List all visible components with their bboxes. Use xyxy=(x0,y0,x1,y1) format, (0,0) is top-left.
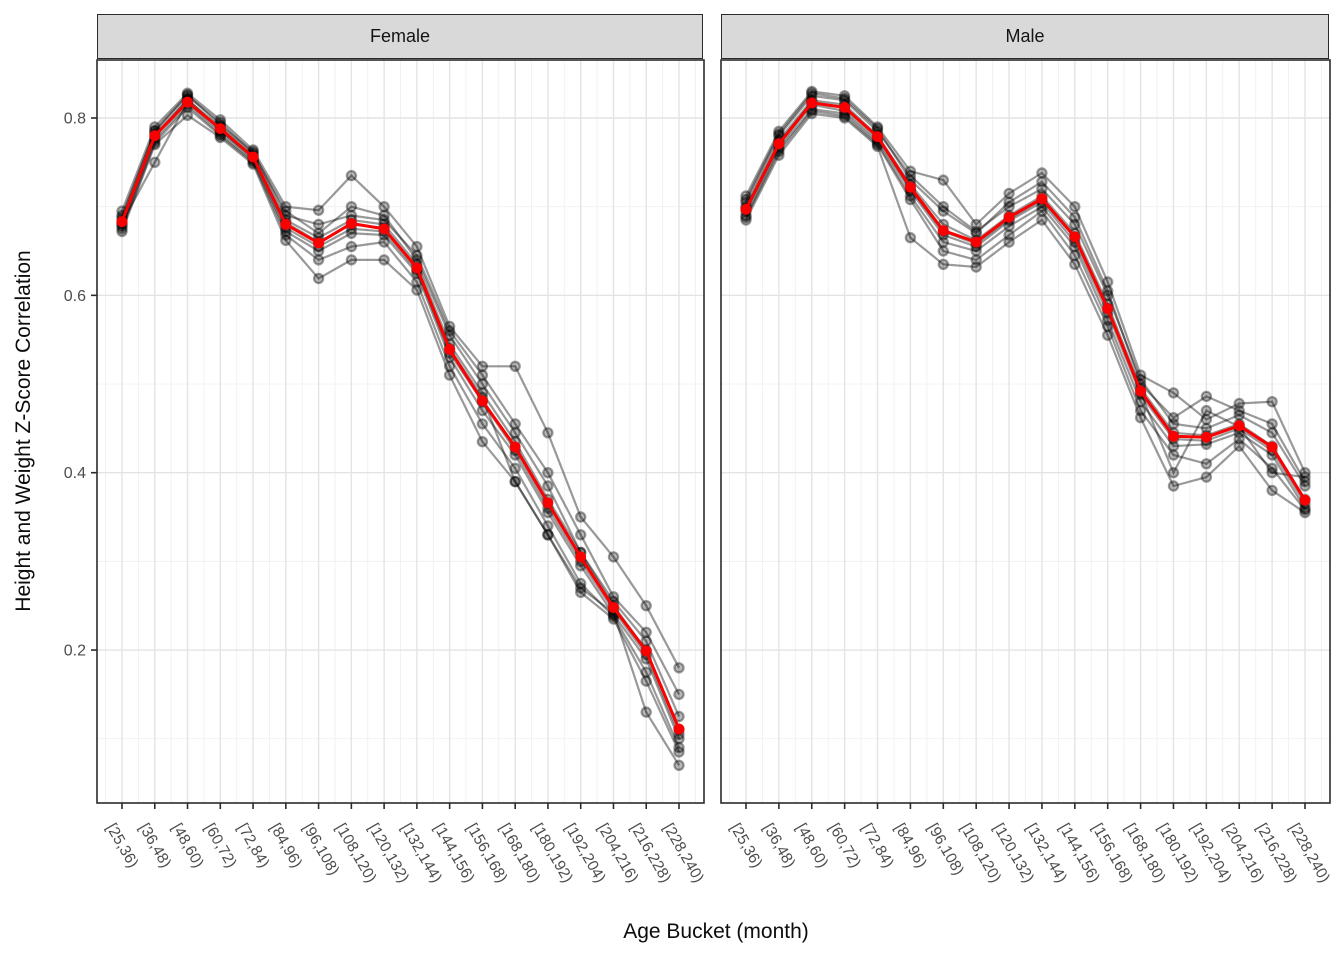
facet-strip-male: Male xyxy=(721,14,1329,59)
gridlines xyxy=(97,60,704,803)
y-axis: 0.2 0.4 0.6 0.8 xyxy=(64,110,97,660)
x-axis-title: Age Bucket (month) xyxy=(623,920,809,943)
y-axis-title: Height and Weight Z-Score Correlation xyxy=(12,250,35,612)
individual-series-points xyxy=(740,107,1311,519)
x-axis-ticks xyxy=(745,803,1306,809)
mean-series-line xyxy=(120,99,681,730)
mean-series-points xyxy=(116,96,685,735)
mean-series-line xyxy=(744,101,1307,501)
gridlines xyxy=(721,60,1330,803)
y-tick-label: 0.6 xyxy=(64,288,86,305)
individual-series-line xyxy=(745,92,1306,483)
x-axis-ticks xyxy=(121,803,680,809)
facet-panel-male: [25,36)[36,48)[48,60)[60,72)[72,84)[84,9… xyxy=(720,59,1333,886)
individual-series-line xyxy=(120,91,680,669)
individual-series-points xyxy=(740,90,1311,492)
y-tick-label: 0.8 xyxy=(64,110,86,127)
individual-series-line xyxy=(745,103,1306,505)
individual-series-line xyxy=(745,94,1306,487)
x-axis-labels: [25,36)[36,48)[48,60)[60,72)[72,84)[84,9… xyxy=(103,821,707,886)
mean-series-points xyxy=(740,97,1311,506)
facet-strip-female-label: Female xyxy=(369,26,431,46)
y-tick-label: 0.4 xyxy=(64,465,86,482)
series-layer xyxy=(116,87,685,772)
facet-strip-male-label: Male xyxy=(1005,26,1045,46)
individual-series-points xyxy=(740,85,1311,479)
individual-series-line xyxy=(120,103,681,740)
y-tick-label: 0.2 xyxy=(64,643,86,660)
individual-series-line xyxy=(745,99,1306,500)
x-axis-labels: [25,36)[36,48)[48,60)[60,72)[72,84)[84,9… xyxy=(727,821,1333,886)
individual-series-line xyxy=(745,112,1306,514)
individual-series-line xyxy=(120,113,680,753)
facet-strip-female: Female xyxy=(97,14,703,59)
facet-panel-female: [25,36)[36,48)[48,60)[60,72)[72,84)[84,9… xyxy=(96,59,707,886)
individual-series-line xyxy=(745,90,1306,474)
individual-series-line xyxy=(120,105,681,749)
individual-series-line xyxy=(120,94,681,717)
individual-series-line xyxy=(120,93,680,695)
series-layer xyxy=(740,85,1311,519)
individual-series-line xyxy=(745,109,1306,511)
individual-series-line xyxy=(745,107,1306,509)
